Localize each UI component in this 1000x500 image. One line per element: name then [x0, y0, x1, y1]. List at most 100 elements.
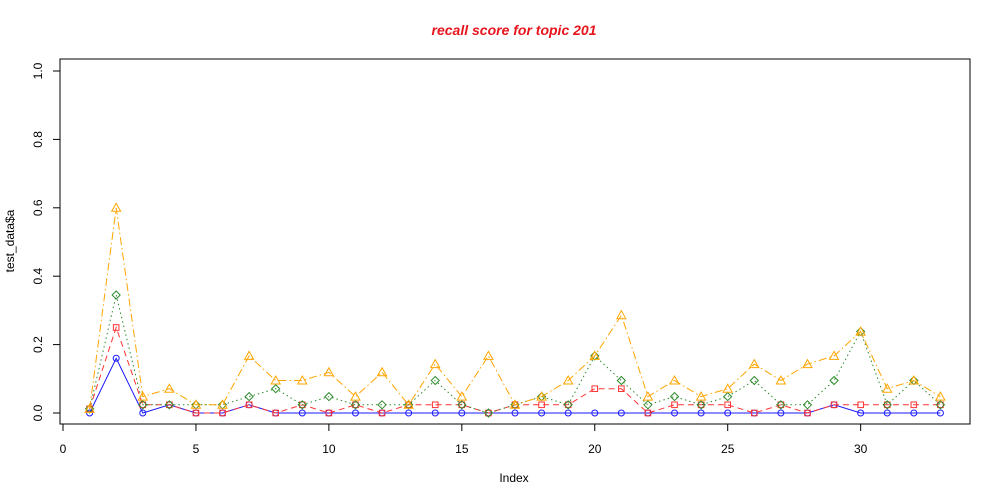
data-point — [538, 409, 546, 417]
data-point — [642, 391, 654, 401]
series-layer — [84, 202, 946, 418]
data-point — [857, 401, 864, 409]
data-point — [244, 391, 254, 402]
data-point — [881, 383, 893, 393]
data-point — [937, 401, 944, 409]
data-point — [910, 401, 918, 409]
data-point — [166, 401, 173, 409]
data-point — [616, 375, 627, 386]
y-tick-label: 0.8 — [31, 131, 45, 148]
data-point — [748, 358, 760, 369]
data-point — [804, 409, 811, 417]
data-point — [139, 409, 147, 417]
data-point — [350, 400, 361, 410]
data-point — [749, 375, 760, 386]
data-point — [591, 409, 599, 417]
data-point — [245, 401, 253, 409]
series-4 — [84, 202, 946, 413]
data-point — [297, 400, 308, 410]
data-point — [86, 409, 94, 417]
data-point — [936, 409, 944, 417]
data-point — [802, 400, 813, 410]
x-axis: 0 5 10 15 20 25 30 — [60, 423, 868, 456]
data-point — [323, 366, 335, 377]
data-point — [908, 374, 920, 385]
series-1 — [86, 354, 944, 417]
data-point — [298, 409, 306, 417]
data-point — [669, 391, 680, 402]
data-point — [458, 401, 466, 409]
data-point — [882, 400, 892, 410]
data-point — [724, 409, 732, 417]
data-point — [536, 391, 547, 401]
data-point — [857, 409, 865, 417]
data-point — [697, 409, 705, 417]
data-point — [935, 391, 946, 401]
data-point — [483, 408, 494, 418]
series-3 — [84, 290, 946, 418]
data-point — [405, 409, 413, 417]
x-tick-label: 15 — [455, 442, 469, 456]
data-point — [777, 409, 785, 417]
data-point — [111, 290, 121, 300]
data-point — [112, 324, 120, 331]
data-point — [750, 409, 758, 417]
data-point — [644, 409, 652, 417]
data-point — [855, 326, 867, 336]
data-point — [589, 350, 601, 360]
x-tick-label: 0 — [60, 442, 67, 456]
data-point — [456, 391, 468, 401]
data-point — [618, 385, 625, 393]
data-point — [192, 409, 200, 417]
data-point — [695, 391, 707, 401]
data-point — [485, 409, 492, 417]
data-point — [457, 400, 467, 410]
x-tick-label: 10 — [322, 442, 336, 456]
data-point — [378, 409, 386, 417]
data-point — [669, 374, 680, 385]
x-tick-label: 5 — [193, 442, 200, 456]
data-point — [270, 384, 281, 394]
data-point — [137, 391, 149, 401]
y-tick-label: 0.0 — [31, 404, 45, 421]
data-point — [110, 202, 122, 212]
x-axis-label: Index — [499, 471, 528, 485]
data-point — [671, 401, 678, 409]
data-point — [696, 400, 706, 410]
y-tick-label: 0.2 — [31, 336, 45, 353]
data-point — [697, 401, 705, 409]
data-point — [617, 409, 625, 417]
y-tick-label: 0.4 — [31, 268, 45, 285]
series-line — [89, 357, 941, 414]
data-point — [324, 391, 334, 402]
data-point — [562, 374, 574, 385]
data-point — [163, 383, 175, 393]
data-point — [722, 391, 733, 402]
data-point — [350, 391, 361, 401]
data-point — [458, 409, 466, 417]
data-point — [883, 409, 891, 417]
data-point — [429, 358, 441, 369]
data-point — [509, 399, 521, 409]
series-line — [89, 294, 941, 414]
data-point — [775, 374, 787, 385]
data-point — [724, 401, 732, 409]
data-point — [910, 409, 918, 417]
series-line — [89, 207, 941, 409]
data-point — [219, 409, 226, 417]
data-point — [377, 400, 387, 410]
data-point — [112, 354, 120, 362]
y-axis-label: test_data$a — [3, 209, 17, 272]
data-point — [431, 401, 439, 409]
data-point — [643, 400, 653, 410]
data-point — [243, 350, 255, 360]
data-point — [828, 350, 840, 360]
x-tick-label: 20 — [588, 442, 602, 456]
data-point — [776, 400, 786, 410]
data-point — [138, 400, 148, 410]
data-point — [217, 399, 228, 409]
chart-title: recall score for topic 201 — [432, 22, 597, 38]
data-point — [511, 409, 519, 417]
data-point — [564, 409, 572, 417]
